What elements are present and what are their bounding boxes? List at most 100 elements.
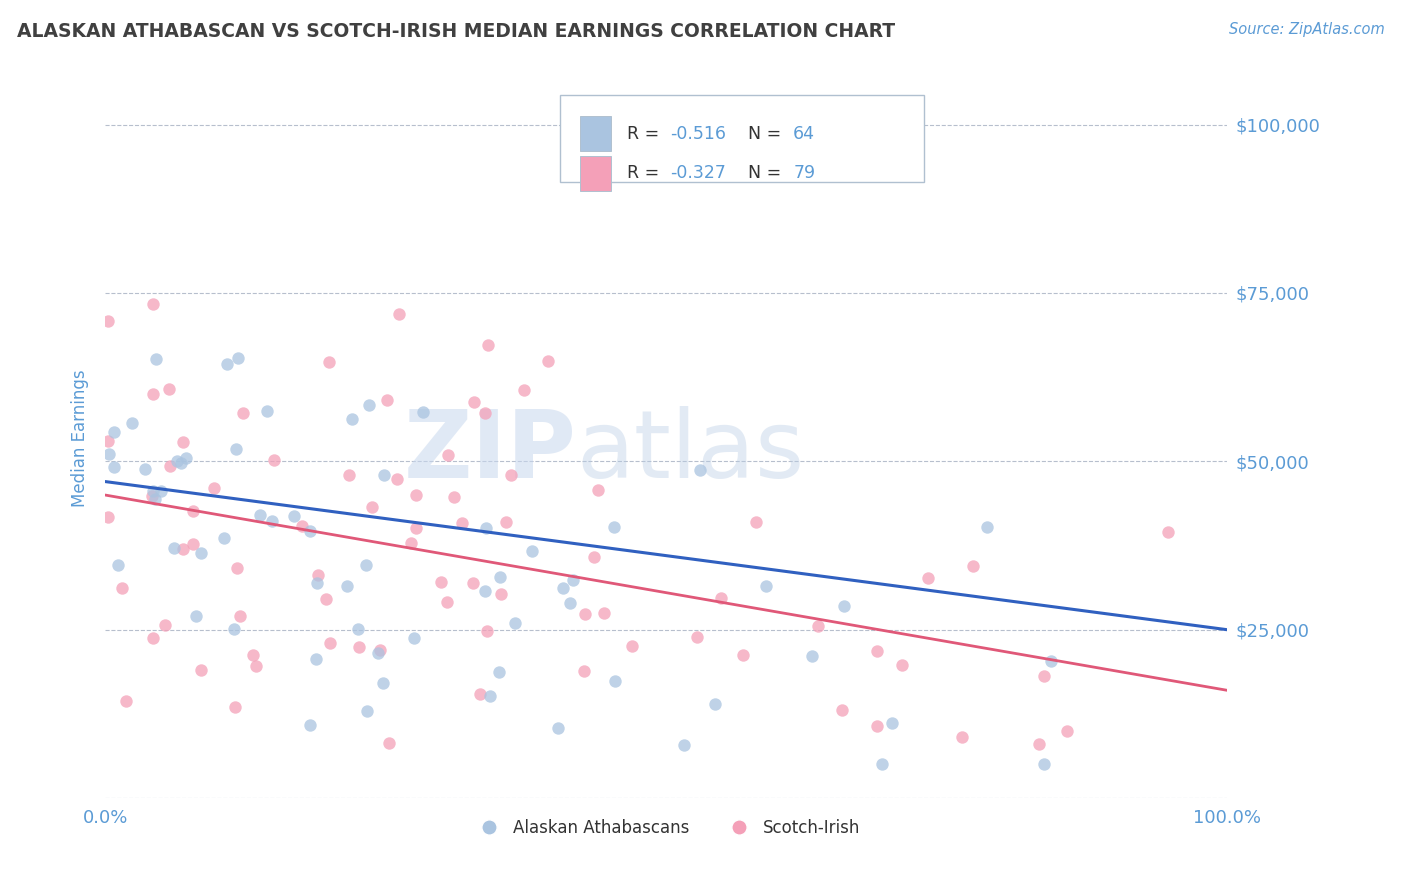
Point xyxy=(572,664,595,678)
Point xyxy=(242,648,264,663)
Point xyxy=(385,472,408,486)
Point xyxy=(551,581,574,595)
Point xyxy=(347,640,370,654)
Point xyxy=(672,738,695,752)
Point xyxy=(686,630,709,644)
Point xyxy=(103,459,125,474)
Point xyxy=(143,491,166,506)
Point xyxy=(163,541,186,556)
Point xyxy=(950,730,973,744)
Point xyxy=(378,735,401,749)
Point xyxy=(159,458,181,473)
Point xyxy=(141,489,163,503)
Point xyxy=(477,338,499,352)
Point xyxy=(463,395,485,409)
Point xyxy=(475,521,498,535)
Point xyxy=(232,406,254,420)
Point xyxy=(710,591,733,606)
Point xyxy=(359,398,381,412)
Point xyxy=(111,582,134,596)
Point xyxy=(592,607,614,621)
Point xyxy=(159,382,181,396)
Point xyxy=(603,520,626,534)
Point xyxy=(190,663,212,677)
Point xyxy=(806,619,828,633)
Point xyxy=(870,757,893,772)
Point xyxy=(489,587,512,601)
Point xyxy=(145,351,167,366)
Point xyxy=(976,520,998,534)
Point xyxy=(703,697,725,711)
Text: N =: N = xyxy=(748,164,787,182)
Point xyxy=(368,643,391,657)
FancyBboxPatch shape xyxy=(560,95,925,182)
Point xyxy=(249,508,271,522)
Point xyxy=(880,715,903,730)
Point xyxy=(831,703,853,717)
Point xyxy=(505,616,527,631)
Point xyxy=(405,488,427,502)
Point xyxy=(150,484,173,499)
Text: -0.327: -0.327 xyxy=(669,164,725,182)
Point xyxy=(745,515,768,529)
Point xyxy=(142,297,165,311)
Legend: Alaskan Athabascans, Scotch-Irish: Alaskan Athabascans, Scotch-Irish xyxy=(467,813,866,844)
Point xyxy=(224,699,246,714)
Y-axis label: Median Earnings: Median Earnings xyxy=(72,369,89,507)
Point xyxy=(499,468,522,483)
Point xyxy=(512,383,534,397)
Point xyxy=(891,658,914,673)
Point xyxy=(495,516,517,530)
Point xyxy=(166,454,188,468)
Point xyxy=(103,425,125,440)
Point xyxy=(1028,738,1050,752)
Point xyxy=(347,622,370,636)
Point xyxy=(689,463,711,477)
Point xyxy=(574,607,596,621)
Point xyxy=(153,617,176,632)
Point xyxy=(172,435,194,450)
Point xyxy=(962,558,984,573)
Point xyxy=(1032,757,1054,772)
Point xyxy=(373,468,395,483)
Point xyxy=(170,456,193,470)
Point xyxy=(443,490,465,504)
Point xyxy=(405,521,427,535)
Text: R =: R = xyxy=(627,125,665,143)
Point xyxy=(228,351,250,365)
Point xyxy=(298,717,321,731)
Bar xyxy=(579,116,612,151)
Point xyxy=(561,573,583,587)
Bar xyxy=(579,156,612,191)
Point xyxy=(436,595,458,609)
Point xyxy=(336,579,359,593)
Point xyxy=(183,503,205,517)
Point xyxy=(801,648,824,663)
Point xyxy=(97,434,120,448)
Point xyxy=(134,461,156,475)
Point xyxy=(733,648,755,662)
Point xyxy=(340,412,363,426)
Point xyxy=(520,544,543,558)
Point xyxy=(98,447,121,461)
Point xyxy=(318,355,340,369)
Point xyxy=(1033,669,1056,683)
Text: -0.516: -0.516 xyxy=(669,125,725,143)
Point xyxy=(488,665,510,680)
Point xyxy=(832,599,855,613)
Point xyxy=(183,537,205,551)
Point xyxy=(866,719,889,733)
Point xyxy=(1157,525,1180,540)
Point xyxy=(388,307,411,321)
Point xyxy=(404,631,426,645)
Point xyxy=(475,624,498,638)
Point xyxy=(582,550,605,565)
Point xyxy=(97,510,120,524)
Point xyxy=(217,358,239,372)
Text: atlas: atlas xyxy=(576,406,804,499)
Text: R =: R = xyxy=(627,164,665,182)
Point xyxy=(174,451,197,466)
Point xyxy=(305,575,328,590)
Text: Source: ZipAtlas.com: Source: ZipAtlas.com xyxy=(1229,22,1385,37)
Point xyxy=(478,689,501,703)
